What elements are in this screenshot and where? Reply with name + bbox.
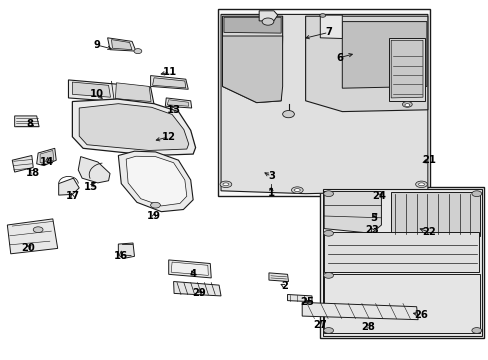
Ellipse shape [415,181,427,188]
Ellipse shape [33,227,43,233]
Polygon shape [12,156,33,172]
Polygon shape [268,273,288,282]
Polygon shape [152,78,185,88]
Text: 5: 5 [370,213,377,223]
Text: 12: 12 [162,132,175,142]
Ellipse shape [150,202,160,208]
Polygon shape [37,148,56,166]
Ellipse shape [471,191,481,197]
Polygon shape [15,116,39,127]
Polygon shape [221,14,427,194]
Polygon shape [302,302,417,320]
Polygon shape [173,282,221,296]
Text: 26: 26 [414,310,427,320]
Ellipse shape [291,187,303,193]
Text: 14: 14 [40,157,55,167]
Polygon shape [322,189,481,336]
Polygon shape [72,99,195,156]
Text: 23: 23 [365,225,379,235]
Ellipse shape [223,183,228,186]
Text: 22: 22 [422,227,435,237]
Ellipse shape [319,14,325,17]
Ellipse shape [134,49,142,54]
Polygon shape [388,38,425,101]
Text: 9: 9 [93,40,100,50]
Text: 15: 15 [83,182,97,192]
Text: 17: 17 [65,191,79,201]
Polygon shape [167,100,188,106]
Text: 1: 1 [267,188,274,198]
Polygon shape [287,294,311,302]
Text: 7: 7 [325,27,331,37]
Text: 27: 27 [313,320,326,330]
Polygon shape [72,82,110,97]
Text: 2: 2 [281,281,287,291]
Ellipse shape [402,102,411,107]
Polygon shape [118,151,193,212]
Text: 16: 16 [114,251,128,261]
Ellipse shape [404,104,409,107]
Ellipse shape [418,183,424,186]
Polygon shape [111,40,132,50]
Text: 21: 21 [422,155,435,165]
Text: 18: 18 [26,168,40,178]
Ellipse shape [220,181,231,188]
Polygon shape [222,36,282,103]
Polygon shape [222,16,282,103]
Polygon shape [150,76,188,89]
Text: 11: 11 [163,67,177,77]
Text: 10: 10 [89,89,103,99]
Text: 20: 20 [21,243,35,253]
Polygon shape [390,40,422,98]
Ellipse shape [282,111,294,118]
Text: 8: 8 [27,119,34,129]
Polygon shape [171,262,208,275]
Polygon shape [79,104,188,150]
Polygon shape [259,11,277,21]
Text: 19: 19 [147,211,161,221]
Text: 4: 4 [189,269,196,279]
Polygon shape [342,22,426,88]
Polygon shape [224,17,281,33]
Polygon shape [390,192,479,236]
Text: 13: 13 [166,105,180,115]
Polygon shape [305,16,427,112]
Polygon shape [168,260,211,278]
Polygon shape [320,15,342,39]
Polygon shape [324,192,381,233]
Text: 29: 29 [192,288,206,298]
Polygon shape [324,232,478,272]
Polygon shape [165,98,191,108]
Text: 3: 3 [267,171,274,181]
Bar [320,187,483,338]
Polygon shape [7,219,58,254]
Polygon shape [59,178,79,195]
Text: 24: 24 [371,191,385,201]
Ellipse shape [262,18,273,25]
Ellipse shape [471,328,481,333]
Bar [217,9,429,196]
Polygon shape [324,274,479,333]
Text: 25: 25 [300,297,313,307]
Text: 28: 28 [361,321,374,332]
Polygon shape [40,150,54,163]
Polygon shape [78,157,110,183]
Ellipse shape [323,230,333,236]
Polygon shape [115,83,151,102]
Ellipse shape [323,328,333,333]
Polygon shape [118,243,134,258]
Text: 6: 6 [336,53,343,63]
Polygon shape [126,156,186,206]
Polygon shape [107,38,136,51]
Polygon shape [68,80,154,104]
Ellipse shape [294,189,300,192]
Ellipse shape [323,273,333,278]
Ellipse shape [323,191,333,197]
